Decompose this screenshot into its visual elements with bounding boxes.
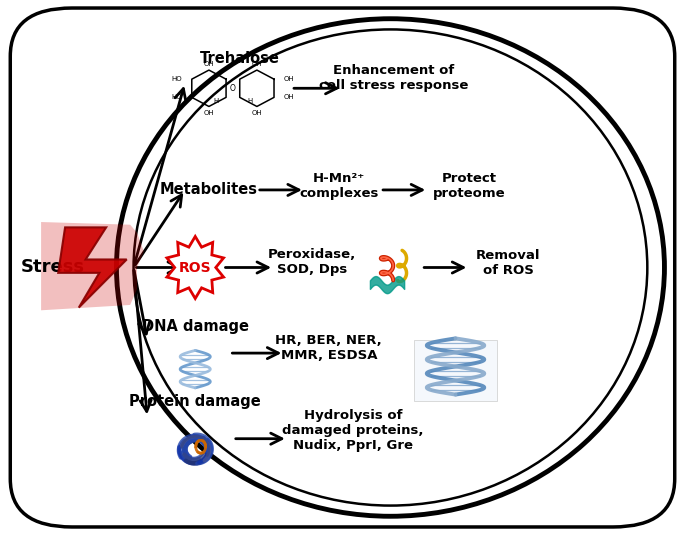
Text: Enhancement of
cell stress response: Enhancement of cell stress response (319, 64, 469, 91)
Ellipse shape (116, 19, 664, 516)
Text: DNA damage: DNA damage (142, 319, 249, 334)
Polygon shape (41, 222, 144, 310)
Text: H: H (213, 98, 219, 104)
Text: Peroxidase,
SOD, Dps: Peroxidase, SOD, Dps (268, 248, 356, 276)
Text: Protein damage: Protein damage (129, 394, 261, 409)
Text: Removal
of ROS: Removal of ROS (476, 249, 540, 277)
Text: Hydrolysis of
damaged proteins,
Nudix, PprI, Gre: Hydrolysis of damaged proteins, Nudix, P… (282, 409, 423, 452)
Polygon shape (167, 236, 223, 299)
FancyBboxPatch shape (10, 8, 675, 527)
Text: O: O (230, 84, 236, 93)
Text: HR, BER, NER,
MMR, ESDSA: HR, BER, NER, MMR, ESDSA (275, 334, 382, 362)
Text: H-Mn²⁺
complexes: H-Mn²⁺ complexes (299, 172, 379, 200)
Text: OH: OH (251, 60, 262, 67)
Text: OH: OH (284, 76, 294, 82)
Text: Metabolites: Metabolites (160, 182, 258, 197)
Text: OH: OH (203, 60, 214, 67)
Text: ROS: ROS (179, 261, 212, 274)
FancyBboxPatch shape (414, 340, 497, 401)
Text: Protect
proteome: Protect proteome (433, 172, 506, 200)
Text: Stress: Stress (21, 258, 84, 277)
Text: Trehalose: Trehalose (200, 51, 279, 66)
Text: OH: OH (203, 110, 214, 116)
Text: HO: HO (172, 94, 182, 101)
Text: HO: HO (172, 76, 182, 82)
Polygon shape (58, 227, 127, 308)
Text: OH: OH (251, 110, 262, 116)
Text: OH: OH (284, 94, 294, 101)
Text: H: H (247, 98, 253, 104)
